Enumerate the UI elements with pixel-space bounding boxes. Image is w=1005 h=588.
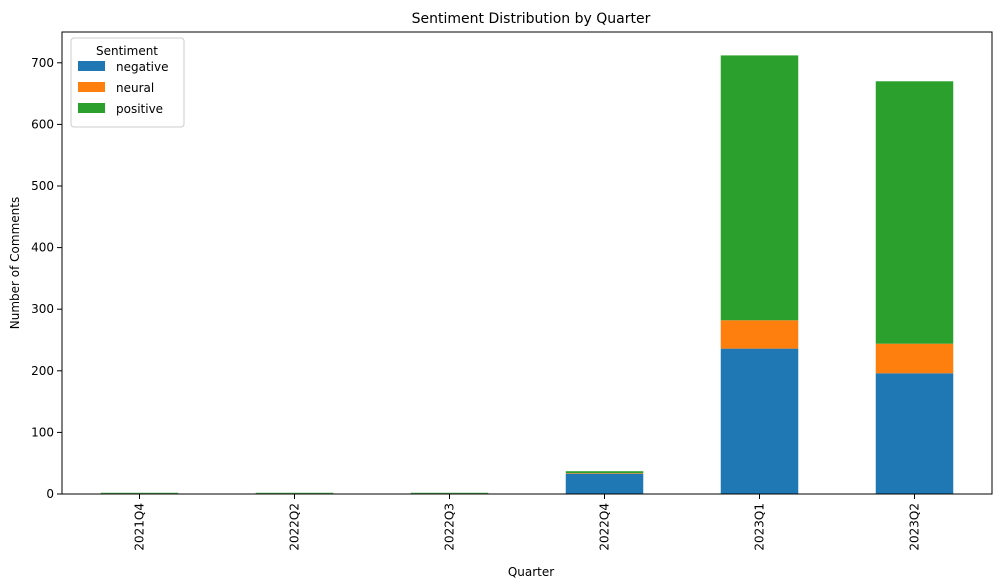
bar-negative-2023Q1 — [720, 348, 799, 494]
legend-items: negative neural positive — [78, 60, 168, 116]
plot-frame — [61, 31, 993, 495]
bar-positive-2023Q1 — [720, 55, 799, 321]
x-axis: 2021Q4 2022Q2 2022Q3 2022Q4 2023Q1 2023Q2 — [133, 494, 922, 551]
y-axis: 0 100 200 300 400 500 600 700 — [31, 56, 62, 501]
chart-title: Sentiment Distribution by Quarter — [412, 11, 651, 27]
y-tick-label: 100 — [31, 425, 54, 439]
legend-label-positive: positive — [116, 102, 163, 116]
bar-positive-2022Q2 — [255, 492, 334, 494]
legend-label-neural: neural — [116, 81, 154, 95]
y-tick-label: 500 — [31, 179, 54, 193]
bar-positive-2023Q2 — [875, 81, 954, 344]
x-tick-label: 2023Q2 — [908, 503, 922, 551]
bar-positive-2022Q3 — [410, 492, 489, 494]
bar-neural-2023Q2 — [875, 343, 954, 374]
y-tick-label: 200 — [31, 364, 54, 378]
legend: Sentiment negative neural positive — [70, 37, 185, 128]
x-tick-label: 2022Q3 — [443, 503, 457, 551]
bar-positive-2022Q4 — [565, 471, 644, 474]
bars-group — [100, 55, 954, 494]
y-tick-label: 700 — [31, 56, 54, 70]
legend-label-negative: negative — [116, 60, 168, 74]
x-tick-label: 2023Q1 — [753, 503, 767, 551]
x-tick-label: 2022Q4 — [598, 503, 612, 551]
x-tick-label: 2022Q2 — [288, 503, 302, 551]
bar-negative-2023Q2 — [875, 373, 954, 494]
x-axis-label: Quarter — [508, 565, 554, 579]
x-tick-label: 2021Q4 — [133, 503, 147, 551]
y-tick-label: 600 — [31, 117, 54, 131]
bar-neural-2023Q1 — [720, 320, 799, 349]
bar-positive-2021Q4 — [100, 492, 179, 494]
y-tick-label: 400 — [31, 241, 54, 255]
y-axis-label: Number of Comments — [8, 197, 22, 329]
legend-swatch-negative — [78, 61, 105, 71]
bar-neural-2022Q4 — [565, 473, 644, 474]
legend-title: Sentiment — [96, 44, 158, 58]
y-tick-label: 300 — [31, 302, 54, 316]
legend-swatch-neural — [78, 82, 105, 92]
legend-swatch-positive — [78, 103, 105, 113]
y-tick-label: 0 — [46, 487, 54, 501]
bar-negative-2022Q4 — [565, 473, 644, 494]
